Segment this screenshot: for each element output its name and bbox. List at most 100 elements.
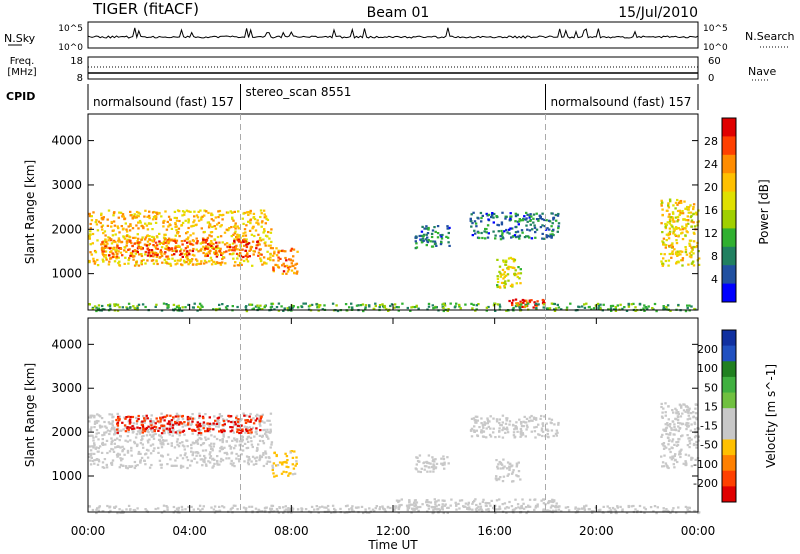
data-cell (159, 251, 162, 254)
data-cell (179, 466, 183, 469)
data-cell (464, 505, 467, 508)
data-cell (415, 246, 419, 249)
data-cell (234, 227, 237, 230)
data-cell (153, 216, 156, 219)
data-cell (142, 428, 145, 431)
data-cell (140, 261, 143, 265)
data-cell (503, 285, 506, 288)
data-cell (222, 433, 225, 436)
data-cell (233, 437, 236, 440)
data-cell (539, 217, 542, 220)
data-cell (242, 234, 245, 238)
data-cell (127, 504, 131, 507)
data-cell (100, 214, 103, 217)
data-cell (168, 423, 171, 426)
data-cell (197, 428, 200, 431)
data-cell (393, 508, 396, 511)
data-cell (287, 507, 290, 510)
data-cell (145, 509, 148, 512)
data-cell (197, 210, 200, 213)
data-cell (209, 456, 212, 459)
data-cell (519, 435, 522, 438)
data-cell (231, 216, 234, 219)
data-cell (425, 501, 428, 504)
data-cell (110, 440, 113, 443)
data-cell (161, 416, 164, 419)
data-cell (667, 237, 671, 240)
data-cell (421, 503, 424, 506)
data-cell (149, 444, 153, 447)
data-cell (178, 442, 182, 445)
data-cell (248, 415, 251, 418)
data-cell (397, 306, 400, 309)
data-cell (295, 460, 298, 463)
data-cell (137, 221, 140, 224)
data-cell (440, 235, 443, 238)
data-cell (502, 260, 506, 263)
data-cell (344, 303, 348, 306)
data-cell (678, 213, 681, 216)
data-cell (262, 256, 266, 259)
data-cell (499, 235, 502, 238)
data-cell (190, 444, 193, 447)
data-cell (143, 459, 146, 462)
data-cell (183, 211, 186, 214)
data-cell (675, 260, 679, 264)
data-cell (678, 453, 681, 456)
data-cell (357, 304, 360, 307)
data-cell (123, 424, 127, 427)
data-cell (114, 249, 117, 252)
data-cell (673, 454, 676, 457)
data-cell (135, 420, 139, 423)
data-cell (88, 505, 91, 508)
data-cell (671, 225, 674, 228)
data-cell (272, 462, 276, 465)
data-cell (89, 222, 92, 226)
data-cell (444, 503, 447, 506)
data-cell (295, 262, 299, 265)
data-cell (270, 302, 273, 305)
data-cell (498, 505, 501, 508)
data-cell (672, 411, 675, 414)
data-cell (677, 425, 680, 428)
data-cell (671, 438, 675, 441)
data-cell (319, 304, 322, 307)
data-cell (229, 426, 232, 429)
data-cell (283, 307, 286, 310)
data-cell (137, 227, 140, 230)
data-cell (137, 241, 140, 244)
data-cell (250, 303, 254, 306)
colorbar-tick-label: -15 (700, 420, 718, 433)
data-cell (150, 254, 153, 257)
data-cell (237, 454, 240, 457)
data-cell (166, 257, 169, 260)
data-cell (88, 453, 91, 456)
data-cell (272, 472, 275, 475)
data-cell (197, 432, 201, 435)
data-cell (498, 430, 501, 433)
data-cell (135, 433, 139, 436)
data-cell (398, 504, 401, 507)
data-cell (162, 220, 165, 223)
data-cell (285, 471, 288, 474)
data-cell (667, 232, 671, 235)
data-cell (497, 230, 500, 233)
data-cell (249, 212, 252, 215)
data-cell (151, 435, 155, 438)
data-cell (112, 240, 115, 243)
data-cell (150, 259, 154, 262)
data-cell (116, 424, 120, 427)
data-cell (88, 212, 91, 215)
data-cell (433, 506, 436, 509)
data-cell (136, 305, 139, 308)
data-cell (154, 245, 157, 248)
data-cell (189, 210, 192, 213)
data-cell (432, 463, 435, 466)
data-cell (169, 414, 172, 417)
data-cell (169, 430, 173, 433)
data-cell (541, 224, 544, 227)
x-tick-label: 16:00 (477, 524, 512, 538)
data-cell (625, 511, 629, 514)
station-title: TIGER (fitACF) (92, 0, 199, 18)
data-cell (162, 241, 166, 244)
